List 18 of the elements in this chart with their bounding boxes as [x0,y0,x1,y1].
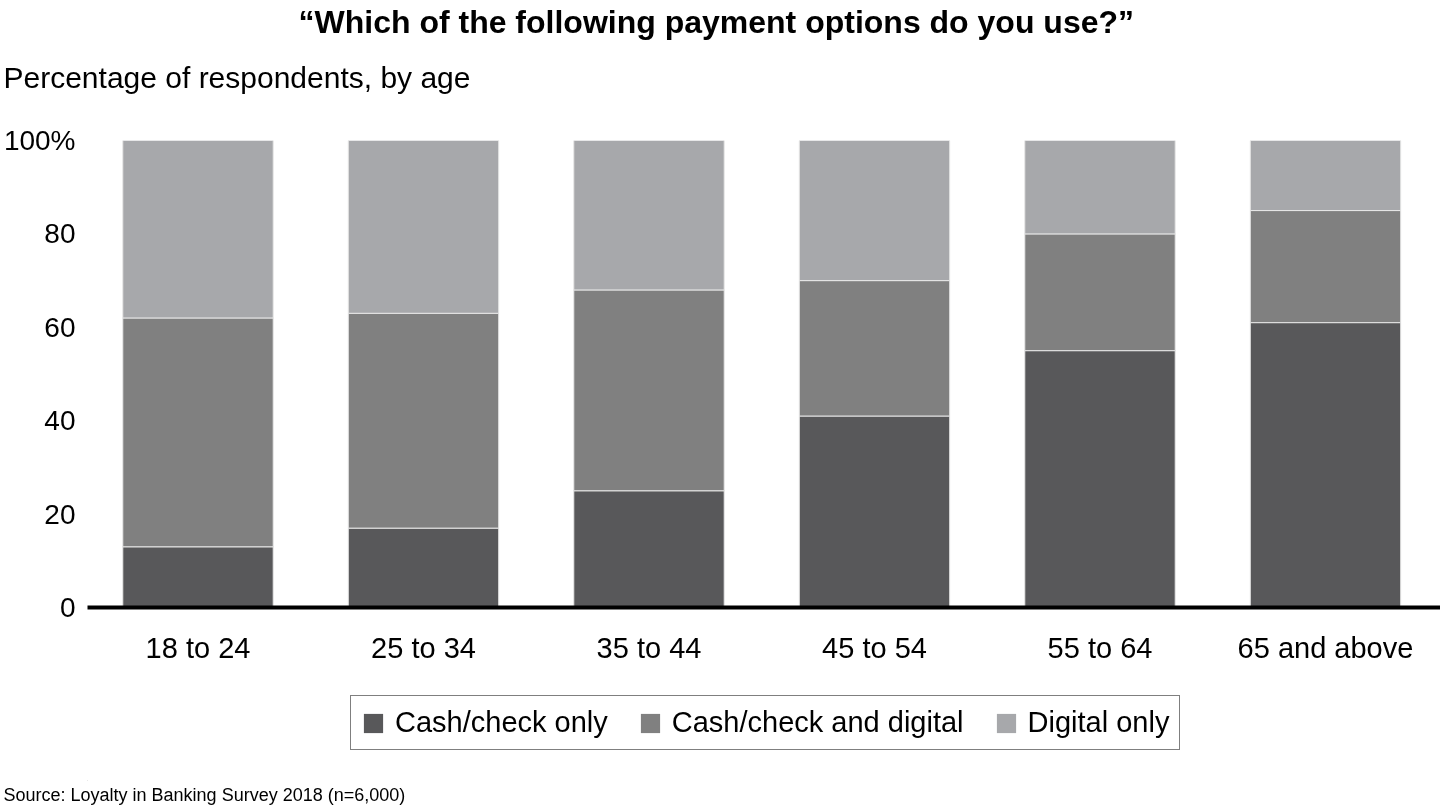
chart-subtitle: Percentage of respondents, by age [3,61,471,94]
x-tick-label: 55 to 64 [1047,631,1153,664]
x-tick-label: 45 to 54 [822,631,927,664]
y-tick-label: 0 [59,592,76,623]
x-tick-label: 35 to 44 [596,631,702,664]
chart-title: “Which of the following payment options do you use?” [298,4,1135,40]
y-tick-label: 40 [44,405,76,437]
y-tick-label: 60 [44,311,76,343]
legend-label: Cash/check only [395,706,608,739]
legend-label: Digital only [1027,706,1170,739]
legend-label: Cash/check and digital [671,706,964,739]
x-tick-label: 25 to 34 [371,631,476,664]
x-tick-label: 18 to 24 [145,631,251,664]
x-tick-label: 65 and above [1237,631,1414,664]
y-tick-label: 20 [44,498,76,530]
source-note: Source: Loyalty in Banking Survey 2018 (n=6,000) [3,784,406,805]
y-tick-label: 80 [44,218,76,250]
y-tick-label: 100% [3,125,76,156]
